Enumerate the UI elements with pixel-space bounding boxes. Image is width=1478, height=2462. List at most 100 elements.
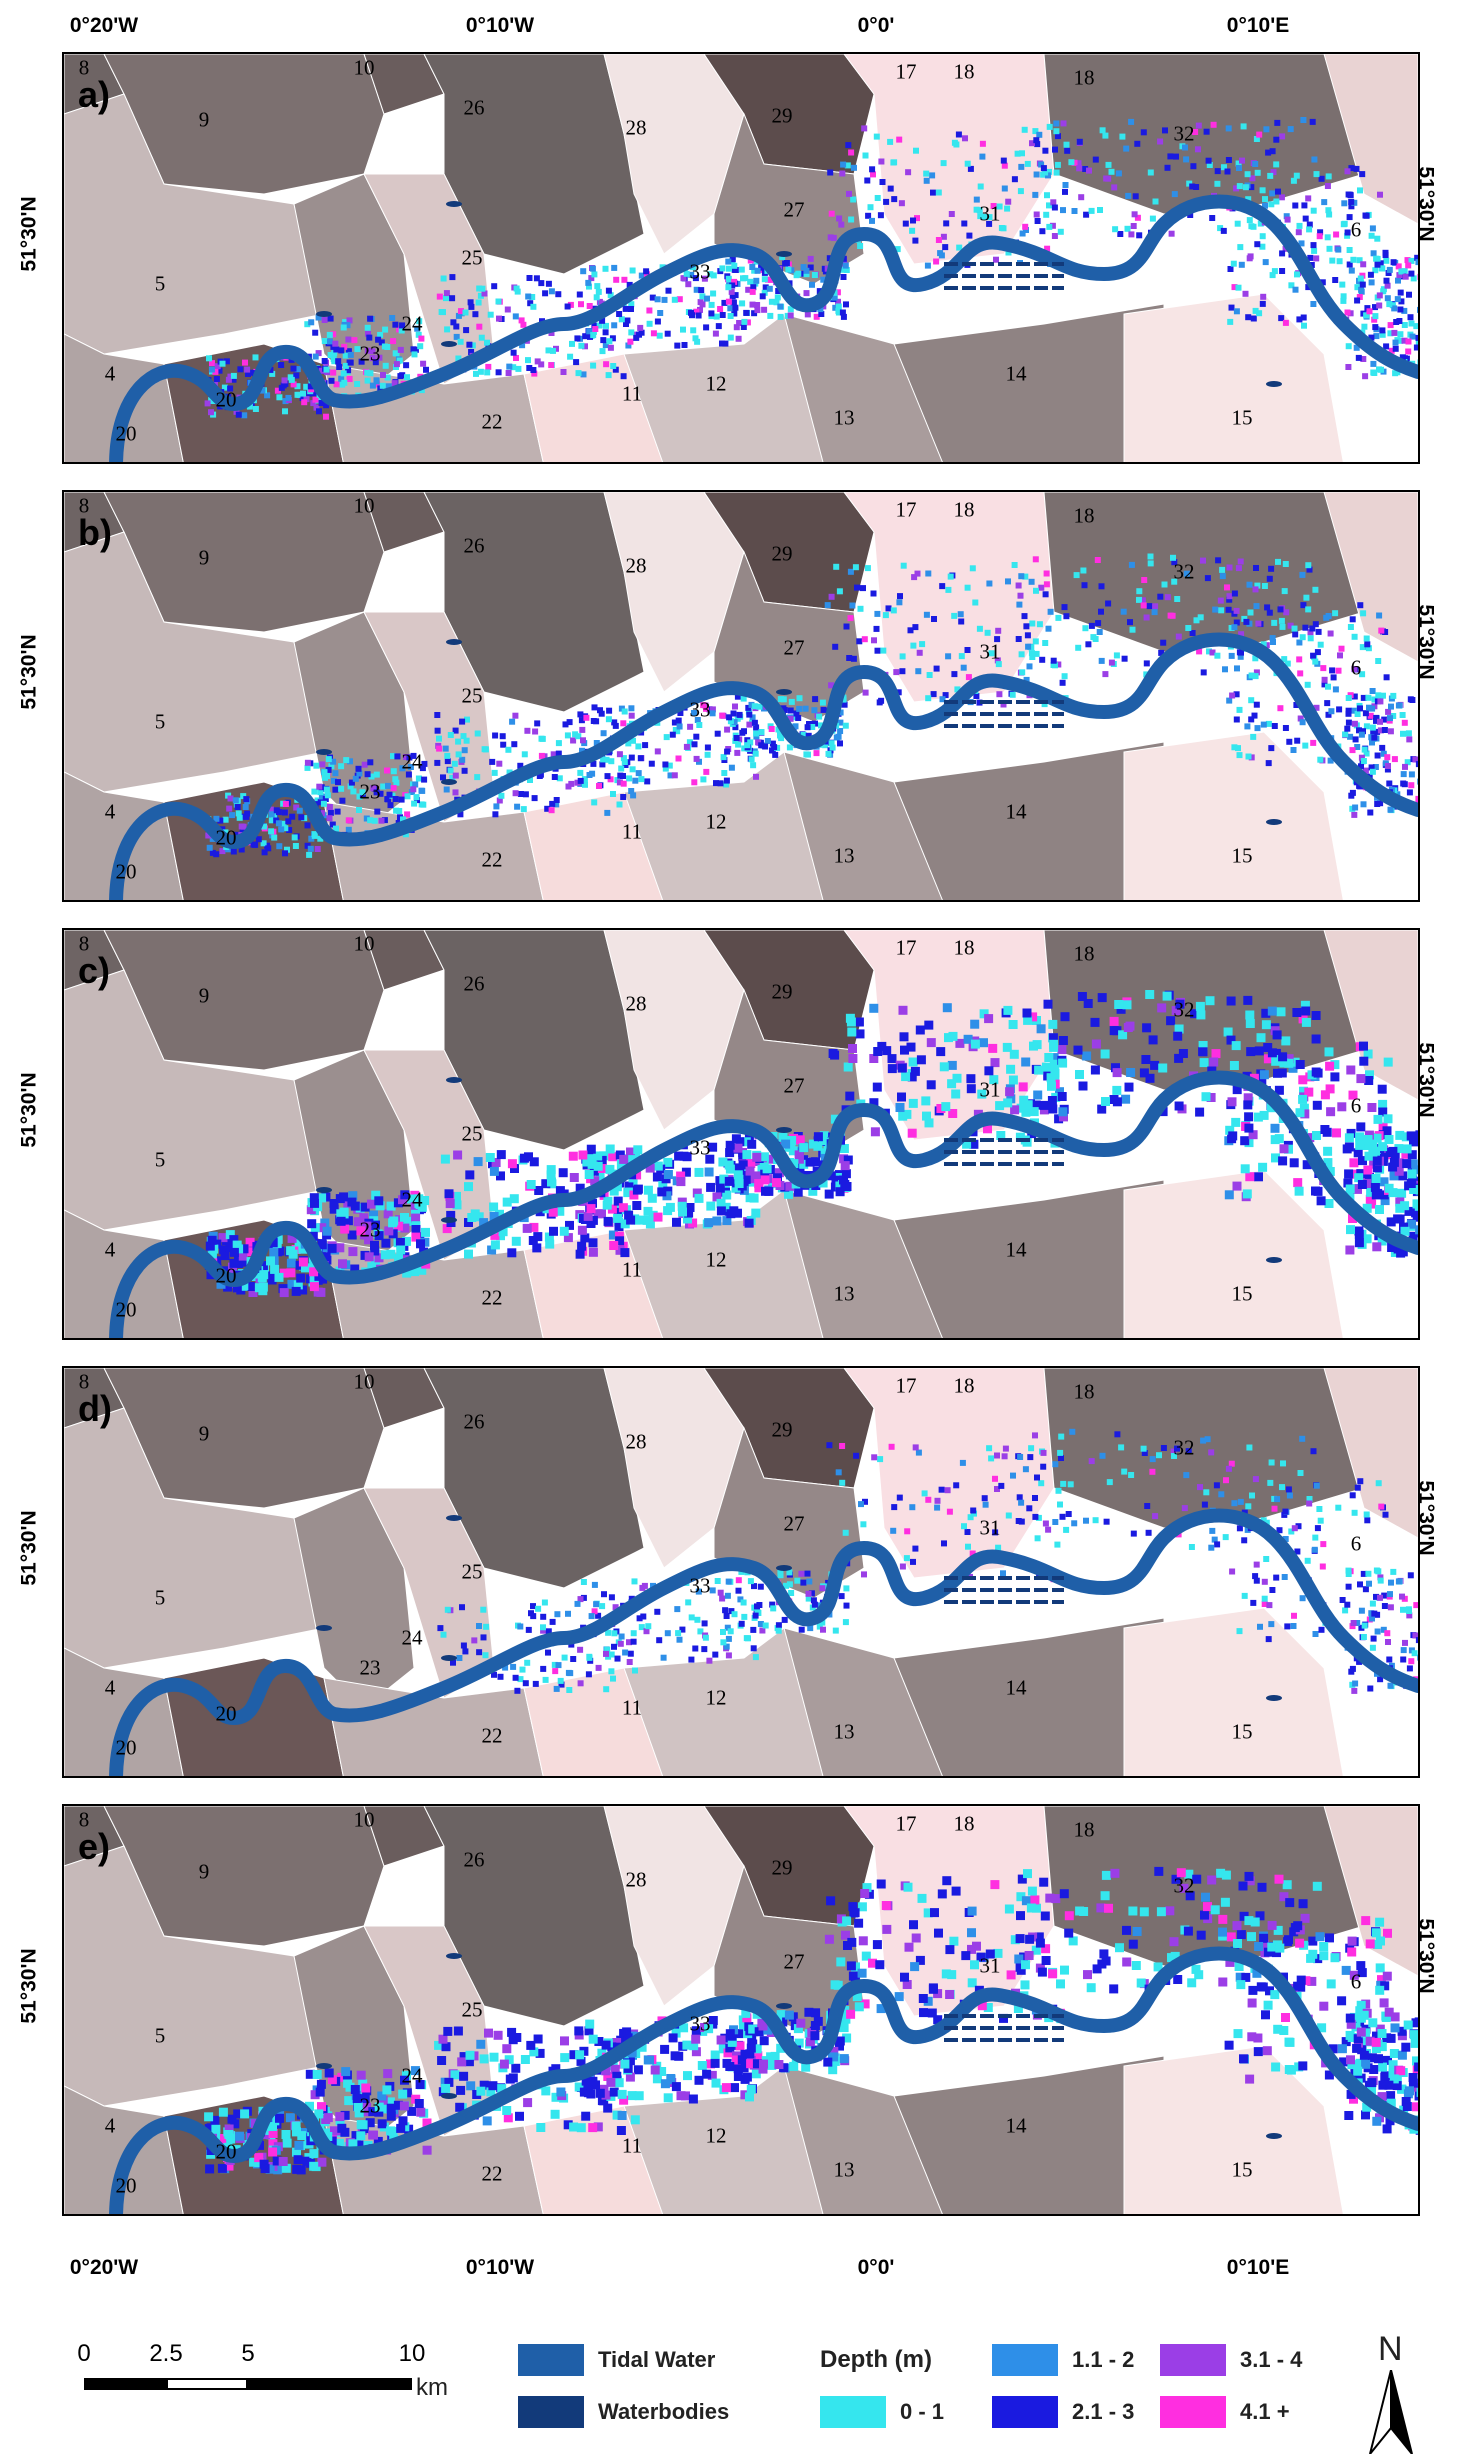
flood-depth-cell (603, 2103, 613, 2113)
flood-depth-cell (414, 1198, 424, 1208)
flood-depth-cell (779, 254, 786, 261)
flood-depth-cell (882, 612, 889, 619)
flood-depth-cell (488, 2081, 498, 2091)
flood-depth-cell (462, 1648, 469, 1655)
flood-depth-cell (1236, 752, 1243, 759)
map-canvas (64, 492, 1418, 900)
flood-depth-cell (913, 147, 919, 154)
flood-depth-cell (496, 760, 503, 767)
flood-depth-cell (1076, 138, 1083, 145)
flood-depth-cell (520, 806, 527, 813)
flood-depth-cell (1231, 1117, 1241, 1127)
flood-depth-cell (1370, 360, 1377, 367)
flood-depth-cell (550, 751, 557, 758)
flood-depth-cell (1387, 322, 1394, 329)
flood-depth-cell (1376, 612, 1383, 619)
district-label: 12 (705, 1685, 727, 1710)
flood-depth-cell (519, 1666, 526, 1673)
flood-depth-cell (334, 808, 341, 815)
district-label: 17 (895, 1373, 917, 1398)
flood-depth-cell (1394, 1158, 1404, 1168)
flood-depth-cell (1174, 1053, 1184, 1063)
flood-depth-cell (1261, 1595, 1268, 1602)
flood-depth-cell (371, 1220, 380, 1230)
flood-depth-cell (1034, 1474, 1040, 1481)
flood-depth-cell (1373, 333, 1380, 340)
flood-depth-cell (1217, 597, 1224, 604)
flood-depth-cell (747, 1139, 757, 1149)
flood-depth-cell (688, 271, 695, 278)
flood-depth-cell (770, 1605, 777, 1612)
flood-depth-cell (1413, 1602, 1418, 1609)
flood-depth-cell (719, 1174, 729, 1184)
flood-depth-cell (561, 1654, 568, 1661)
flood-depth-cell (1048, 1033, 1058, 1043)
flood-depth-cell (835, 733, 842, 740)
flood-depth-cell (1329, 257, 1336, 264)
flood-depth-cell (332, 770, 339, 777)
flood-depth-cell (363, 815, 370, 822)
flood-depth-cell (1124, 225, 1131, 232)
flood-depth-cell (420, 360, 427, 367)
flood-depth-cell (966, 1084, 976, 1094)
flood-depth-cell (483, 1623, 490, 1630)
flood-depth-cell (1224, 1190, 1234, 1200)
flood-depth-cell (663, 1186, 673, 1196)
flood-depth-cell (1204, 1436, 1211, 1443)
flood-depth-cell (573, 359, 580, 366)
flood-depth-cell (546, 1170, 556, 1180)
flood-depth-cell (1225, 157, 1232, 163)
flood-depth-cell (924, 262, 931, 269)
flood-depth-cell (393, 807, 400, 814)
flood-depth-cell (346, 376, 353, 382)
flood-depth-cell (740, 2090, 750, 2100)
district-label: 32 (1173, 121, 1195, 146)
flood-depth-cell (1029, 620, 1036, 627)
flood-depth-cell (695, 1588, 702, 1595)
flood-depth-cell (664, 1630, 671, 1637)
flood-depth-cell (467, 299, 474, 306)
district-label: 18 (953, 935, 975, 960)
flood-depth-cell (590, 1176, 600, 1186)
flood-depth-cell (1257, 220, 1264, 227)
flood-depth-cell (1036, 621, 1043, 628)
flood-depth-cell (356, 1226, 366, 1236)
flood-depth-cell (708, 1142, 718, 1152)
district-label: 8 (78, 931, 90, 956)
flood-depth-cell (1408, 771, 1415, 778)
flood-depth-cell (396, 1245, 406, 1255)
flood-depth-cell (827, 169, 834, 176)
flood-depth-cell (1326, 245, 1333, 252)
flood-depth-cell (1092, 1517, 1099, 1524)
flood-depth-cell (342, 352, 349, 359)
flood-depth-cell (612, 722, 619, 729)
flood-depth-cell (309, 2149, 319, 2159)
flood-depth-cell (618, 316, 625, 323)
flood-depth-cell (474, 730, 481, 737)
flood-depth-cell (1233, 607, 1240, 614)
flood-depth-cell (1005, 1512, 1012, 1519)
flood-depth-cell (1128, 561, 1135, 568)
flood-depth-cell (356, 807, 362, 813)
flood-depth-cell (1294, 1186, 1304, 1196)
flood-depth-cell (828, 210, 835, 217)
flood-depth-cell (1245, 1010, 1255, 1020)
flood-depth-cell (1407, 696, 1414, 703)
flood-depth-cell (444, 326, 451, 333)
flood-depth-cell (1223, 1027, 1233, 1037)
flood-depth-cell (811, 1157, 821, 1167)
flood-depth-cell (1098, 583, 1105, 590)
flood-depth-cell (607, 344, 614, 351)
flood-depth-cell (512, 790, 519, 797)
flood-depth-cell (1254, 725, 1261, 732)
flood-depth-cell (608, 1230, 618, 1240)
flood-depth-cell (671, 2082, 681, 2092)
flood-depth-cell (575, 733, 582, 740)
flood-depth-cell (496, 1171, 505, 1181)
flood-depth-cell (515, 2111, 524, 2121)
flood-depth-cell (1282, 1536, 1289, 1542)
flood-depth-cell (1244, 1112, 1254, 1122)
flood-depth-cell (1369, 688, 1376, 694)
flood-depth-cell (1232, 1085, 1242, 1095)
flood-depth-cell (835, 1187, 845, 1197)
